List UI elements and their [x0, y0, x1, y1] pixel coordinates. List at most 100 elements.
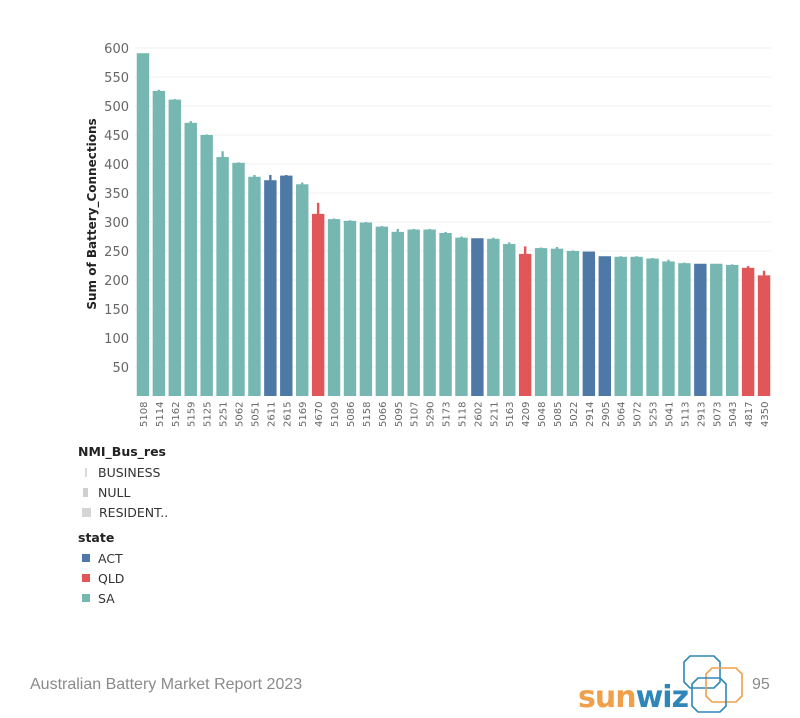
bar-5118[interactable]	[455, 237, 468, 396]
bar-segment-5169[interactable]	[301, 182, 304, 186]
bar-5125[interactable]	[200, 135, 213, 396]
x-tick-label: 5109	[330, 402, 341, 427]
bar-segment-5066[interactable]	[380, 226, 384, 228]
bar-5051[interactable]	[248, 176, 261, 396]
legend-item-business[interactable]: BUSINESS	[78, 462, 168, 482]
bar-segment-5163[interactable]	[508, 242, 511, 246]
bar-5169[interactable]	[296, 184, 309, 396]
x-tick-label: 2602	[473, 402, 484, 427]
bar-5085[interactable]	[550, 248, 564, 396]
bar-segment-4209[interactable]	[523, 246, 527, 255]
bar-segment-5107[interactable]	[412, 228, 415, 231]
bar-5064[interactable]	[614, 256, 627, 396]
bar-segment-5290[interactable]	[428, 228, 431, 231]
bar-5109[interactable]	[327, 219, 341, 396]
y-tick-label: 350	[104, 187, 129, 202]
bar-4209[interactable]	[518, 253, 532, 396]
bar-segment-5051[interactable]	[253, 175, 256, 178]
bar-5062[interactable]	[232, 162, 245, 396]
bar-segment-5022[interactable]	[571, 250, 575, 252]
bar-5253[interactable]	[646, 258, 659, 396]
bar-segment-5125[interactable]	[205, 134, 208, 136]
bar-segment-5114[interactable]	[157, 89, 161, 92]
legend-item-act[interactable]: ACT	[78, 548, 124, 568]
bar-segment-5062[interactable]	[237, 162, 240, 164]
bar-5113[interactable]	[678, 263, 691, 396]
bar-5095[interactable]	[391, 231, 404, 396]
bar-segment-5064[interactable]	[619, 256, 622, 258]
bar-segment-5211[interactable]	[492, 237, 495, 240]
bar-2615[interactable]	[280, 175, 293, 396]
bar-5066[interactable]	[375, 226, 389, 396]
bar-segment-5072[interactable]	[635, 256, 638, 258]
x-tick-label: 5086	[346, 402, 357, 427]
bar-5162[interactable]	[168, 99, 182, 397]
bar-segment-4350[interactable]	[762, 270, 766, 277]
bar-5073[interactable]	[710, 263, 723, 396]
y-tick-label: 250	[104, 245, 129, 260]
bar-segment-5251[interactable]	[221, 151, 224, 159]
bar-segment-4817[interactable]	[746, 266, 750, 269]
bar-4670[interactable]	[311, 213, 325, 396]
bar-2914[interactable]	[582, 251, 596, 396]
bar-5211[interactable]	[487, 238, 500, 396]
bar-5114[interactable]	[152, 90, 166, 397]
bar-chart: 50 100 150 200 250 300 350 400 450 500 550 600 Sum …	[85, 42, 772, 427]
legend-item-sa[interactable]: SA	[78, 588, 124, 608]
bar-segment-5173[interactable]	[444, 231, 447, 235]
bar-5251[interactable]	[216, 157, 229, 396]
bar-5173[interactable]	[439, 233, 452, 396]
legend-label: BUSINESS	[98, 464, 161, 480]
bar-5022[interactable]	[566, 251, 580, 396]
bar-segment-5118[interactable]	[460, 236, 463, 239]
bar-5108[interactable]	[136, 53, 150, 396]
bar-segment-5048[interactable]	[539, 247, 543, 250]
bar-4817[interactable]	[741, 267, 755, 396]
bar-segment-5086[interactable]	[348, 220, 352, 222]
bar-segment-5043[interactable]	[730, 264, 734, 266]
bar-5158[interactable]	[359, 222, 373, 396]
bar-2602[interactable]	[471, 238, 484, 396]
bar-2905[interactable]	[598, 256, 611, 396]
bar-2913[interactable]	[694, 263, 707, 396]
legend-item-qld[interactable]: QLD	[78, 568, 124, 588]
x-tick-label: 5125	[203, 402, 214, 427]
x-tick-label: 5051	[250, 402, 261, 427]
bar-5107[interactable]	[407, 229, 420, 396]
x-tick-label: 5107	[410, 402, 421, 427]
bar-5086[interactable]	[343, 220, 357, 396]
x-tick-label: 5072	[633, 402, 644, 427]
bar-segment-5162[interactable]	[173, 99, 177, 101]
bar-5163[interactable]	[503, 244, 516, 396]
logo-wordmark: sunwiz	[578, 680, 689, 715]
bar-2611[interactable]	[264, 180, 277, 396]
y-tick-label: 200	[104, 274, 129, 289]
bar-segment-2611[interactable]	[269, 175, 272, 182]
bar-segment-5253[interactable]	[651, 257, 654, 260]
y-tick-label: 600	[104, 42, 129, 57]
bar-segment-5113[interactable]	[683, 262, 686, 265]
bar-segment-4670[interactable]	[316, 202, 320, 215]
bar-4350[interactable]	[757, 275, 771, 396]
bar-segment-5085[interactable]	[555, 246, 559, 250]
bar-segment-2615[interactable]	[285, 175, 288, 177]
bar-5041[interactable]	[662, 261, 675, 396]
bar-segment-5095[interactable]	[396, 228, 399, 233]
x-tick-label: 5043	[728, 402, 739, 427]
bar-segment-5158[interactable]	[364, 222, 368, 224]
bar-segment-5109[interactable]	[332, 218, 336, 221]
size-swatch-icon	[82, 507, 91, 517]
size-swatch-icon	[85, 467, 87, 477]
bar-segment-5159[interactable]	[189, 121, 192, 124]
x-tick-label: 2615	[282, 402, 293, 427]
legend-item-null[interactable]: NULL	[78, 482, 168, 502]
legend-item-resident[interactable]: RESIDENT..	[78, 502, 168, 522]
x-tick-label: 5114	[155, 402, 166, 427]
bar-5048[interactable]	[534, 248, 548, 396]
bar-5159[interactable]	[184, 122, 197, 396]
bar-segment-5041[interactable]	[667, 259, 670, 263]
x-tick-label: 5085	[553, 402, 564, 427]
bar-5072[interactable]	[630, 256, 643, 396]
bar-5043[interactable]	[725, 264, 739, 396]
bar-5290[interactable]	[423, 229, 436, 396]
